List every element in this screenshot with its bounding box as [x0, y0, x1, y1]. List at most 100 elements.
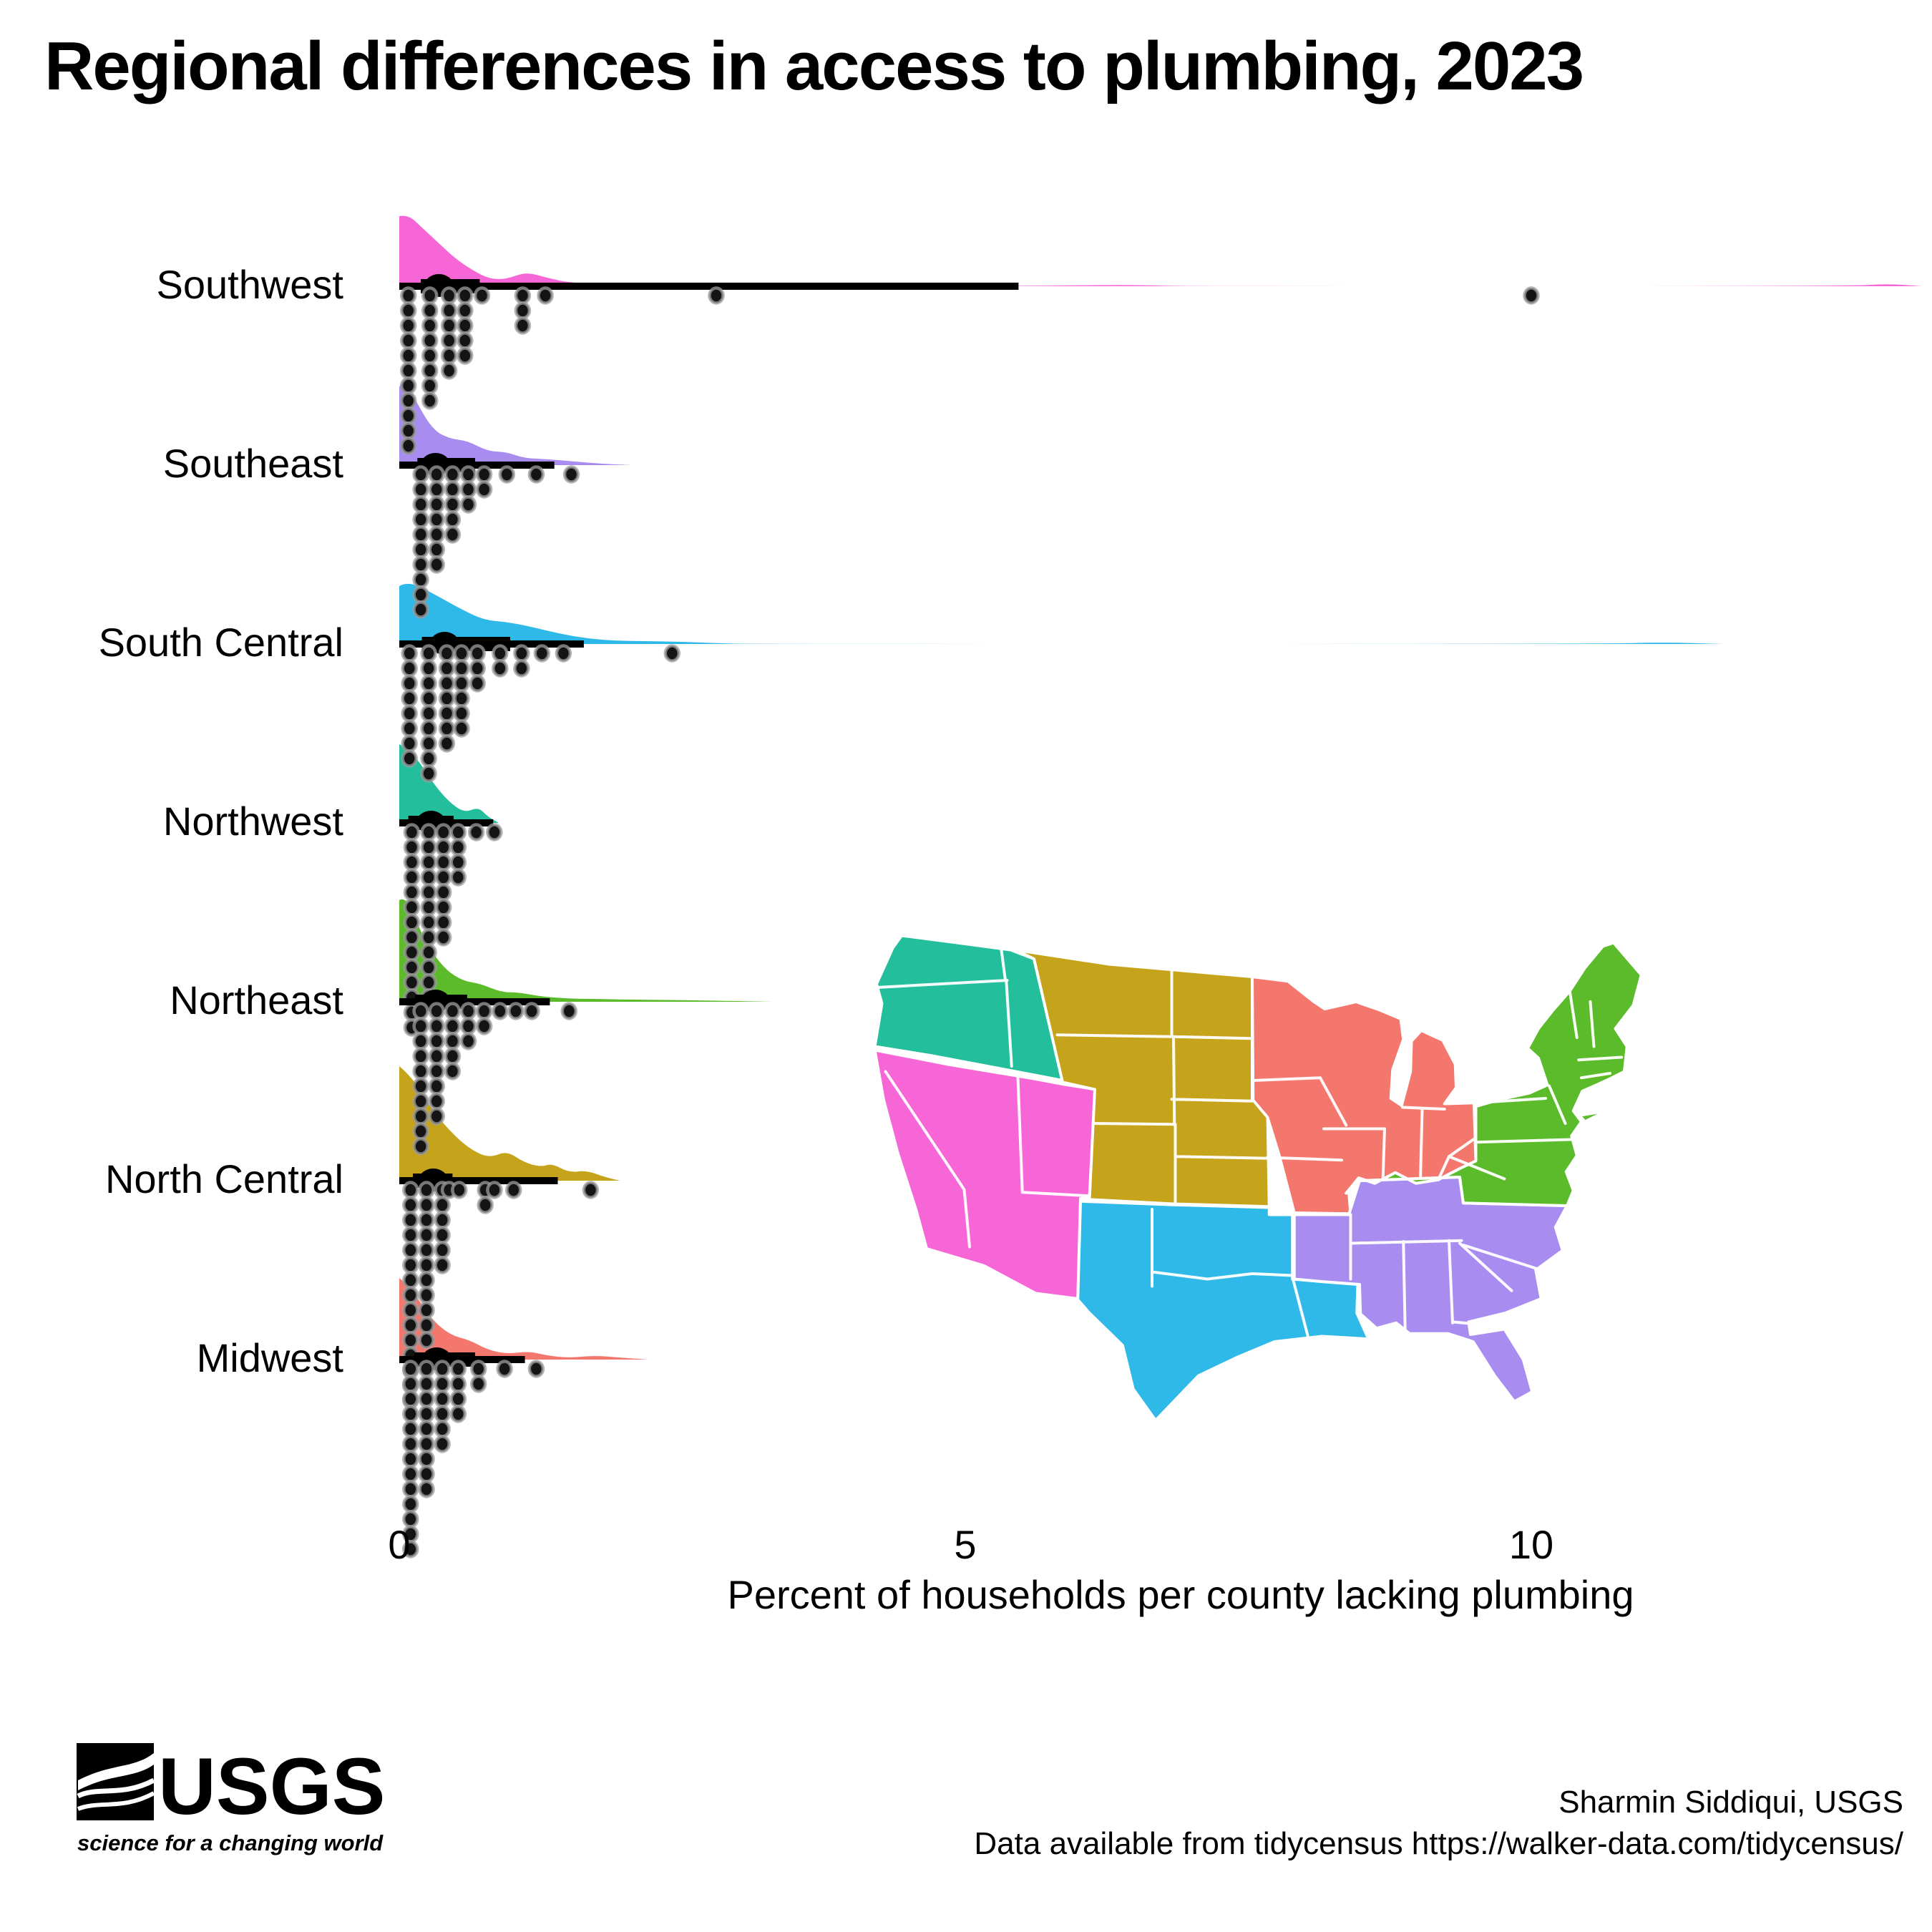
county-dot [498, 465, 516, 484]
county-dot [486, 1181, 503, 1199]
county-dot [412, 465, 429, 484]
county-dot [403, 973, 421, 992]
county-dot [402, 1375, 419, 1393]
county-dot [434, 853, 452, 872]
county-dot [440, 301, 458, 320]
county-dot [420, 764, 437, 783]
county-dot [453, 659, 470, 678]
region-label-northeast: Northeast [170, 977, 343, 1023]
county-dot [434, 1375, 451, 1393]
county-dot [453, 719, 470, 738]
density-midwest [399, 1278, 648, 1360]
map-region-northwest [873, 934, 1064, 1082]
county-dot [421, 376, 439, 395]
county-dot [663, 644, 681, 663]
county-dot [434, 1390, 451, 1408]
county-dot [440, 286, 458, 305]
county-dot [434, 883, 452, 902]
county-dot [418, 1435, 435, 1453]
county-dot [402, 1301, 419, 1319]
county-dot [418, 1211, 435, 1229]
county-dot [444, 510, 462, 529]
county-dot [402, 1390, 419, 1408]
county-dot [434, 868, 452, 887]
county-dot [428, 1107, 445, 1126]
county-dot [449, 1405, 467, 1423]
region-label-northwest: Northwest [162, 798, 343, 844]
county-dot [399, 436, 417, 455]
county-dot [473, 286, 491, 305]
county-dot [420, 659, 437, 678]
county-dot [428, 1092, 445, 1111]
county-dot [412, 555, 429, 574]
county-dot [457, 316, 474, 335]
county-dot [449, 1375, 467, 1393]
county-dot [440, 331, 458, 350]
county-dot [421, 316, 439, 335]
county-dot [412, 495, 429, 514]
county-dot [513, 644, 530, 663]
county-dot [444, 465, 462, 484]
density-northwest [399, 744, 499, 823]
county-dot [428, 1062, 445, 1080]
county-dot [492, 644, 509, 663]
county-dot [467, 823, 485, 841]
county-dot [434, 1405, 451, 1423]
county-dot [418, 1465, 435, 1483]
county-dot [418, 1181, 435, 1199]
region-label-north-central: North Central [104, 1156, 343, 1201]
county-dot [418, 1480, 435, 1498]
county-dot [399, 361, 417, 380]
county-dot [421, 301, 439, 320]
county-dot [459, 480, 477, 499]
county-dot [444, 1017, 462, 1035]
county-dot [418, 1226, 435, 1244]
county-dot [412, 1002, 429, 1020]
county-dot [492, 1002, 509, 1020]
county-dot [434, 1226, 451, 1244]
county-dot [399, 346, 417, 365]
county-dot [434, 898, 452, 917]
row-southwest [399, 274, 1540, 455]
row-northeast [399, 990, 578, 1156]
county-dot [412, 1092, 429, 1111]
map-region-southwest [873, 1048, 1098, 1300]
county-dot [418, 1405, 435, 1423]
county-dot [420, 868, 437, 887]
whisker [399, 462, 555, 469]
county-dot [434, 1435, 451, 1453]
county-dot [403, 883, 421, 902]
county-dot [440, 346, 458, 365]
county-dot [401, 749, 418, 768]
county-dot [402, 1196, 419, 1214]
county-dot [403, 868, 421, 887]
county-dot [444, 525, 462, 544]
usgs-logo-mark [77, 1743, 155, 1820]
county-dot [514, 286, 532, 305]
county-dot [412, 540, 429, 559]
county-dot [412, 585, 429, 604]
county-dot [523, 1002, 540, 1020]
county-dot [459, 1017, 477, 1035]
county-dot [428, 1002, 445, 1020]
county-dot [428, 1032, 445, 1050]
credit-author: Sharmin Siddiqui, USGS [1558, 1785, 1903, 1820]
usgs-logo-tagline: science for a changing world [77, 1830, 384, 1855]
county-dot [399, 301, 417, 320]
county-dot [420, 644, 437, 663]
county-dot [420, 883, 437, 902]
county-dot [428, 495, 445, 514]
county-dot [412, 1107, 429, 1126]
density-north-central [399, 1066, 620, 1181]
county-dot [505, 1181, 522, 1199]
region-label-south-central: South Central [98, 619, 343, 665]
whisker [399, 1177, 558, 1184]
county-dot [582, 1181, 600, 1199]
county-dot [399, 331, 417, 350]
x-tick-0: 0 [388, 1522, 411, 1567]
county-dot [412, 600, 429, 619]
county-dot [449, 1360, 467, 1378]
county-dot [401, 659, 418, 678]
county-dot [420, 943, 437, 962]
county-dot [421, 346, 439, 365]
